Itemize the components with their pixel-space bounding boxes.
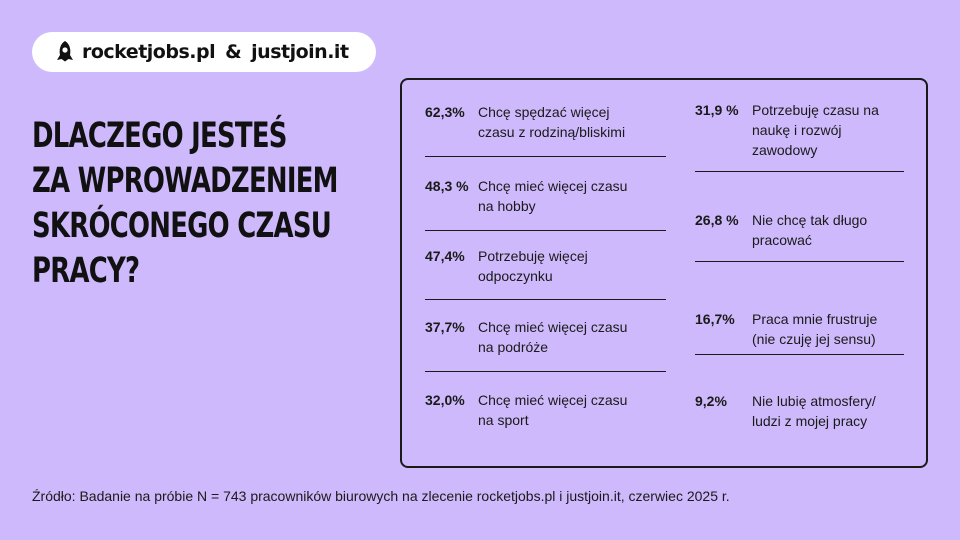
result-label: Potrzebuję więcej odpoczynku: [478, 246, 588, 286]
rocket-icon: [57, 41, 73, 62]
result-label-line: Potrzebuję czasu na: [752, 102, 879, 118]
divider: [695, 354, 904, 355]
title-line: PRACY?: [32, 251, 140, 291]
divider: [695, 261, 904, 262]
result-label: Nie chcę tak długo pracować: [752, 210, 867, 250]
result-item: 48,3 % Chcę mieć więcej czasu na hobby: [425, 176, 627, 216]
result-label: Chcę mieć więcej czasu na hobby: [478, 176, 627, 216]
result-item: 37,7% Chcę mieć więcej czasu na podróże: [425, 317, 627, 357]
result-percentage: 37,7%: [425, 319, 465, 335]
result-label-line: Potrzebuję więcej: [478, 248, 588, 264]
result-item: 47,4% Potrzebuję więcej odpoczynku: [425, 246, 588, 286]
result-label-line: Nie chcę tak długo: [752, 212, 868, 228]
brand-name-justjoin: justjoin.it: [251, 41, 349, 63]
divider: [425, 371, 666, 372]
result-item: 9,2% Nie lubię atmosfery/ludzi z mojej pr…: [695, 391, 876, 431]
result-percentage: 48,3 %: [425, 178, 469, 194]
result-label-line: Praca mnie frustruje: [752, 311, 878, 327]
result-label-line: Chcę spędzać więcej: [478, 104, 610, 120]
result-item: 32,0% Chcę mieć więcej czasu na sport: [425, 390, 627, 430]
result-percentage: 31,9 %: [695, 102, 739, 118]
result-label-line: odpoczynku: [478, 268, 553, 284]
result-label: Chcę spędzać więcej czasu z rodziną/blisk…: [478, 102, 625, 142]
result-label-line: naukę i rozwój: [752, 122, 842, 138]
result-label-line: Nie lubię atmosfery/: [752, 393, 876, 409]
source-note: Źródło: Badanie na próbie N = 743 pracow…: [32, 488, 730, 504]
result-percentage: 26,8 %: [695, 212, 739, 228]
result-label-line: czasu z rodziną/bliskimi: [478, 124, 626, 140]
result-label-line: zawodowy: [752, 142, 818, 158]
result-label-line: Chcę mieć więcej czasu: [478, 178, 628, 194]
results-panel: 62,3% Chcę spędzać więcej czasu z rodziną/…: [400, 78, 928, 468]
result-label-line: ludzi z mojej pracy: [752, 413, 868, 429]
result-percentage: 16,7%: [695, 311, 735, 327]
result-label: Chcę mieć więcej czasu na sport: [478, 390, 627, 430]
result-item: 62,3% Chcę spędzać więcej czasu z rodziną/…: [425, 102, 625, 142]
result-label-line: na hobby: [478, 198, 536, 214]
title-line: ZA WPROWADZENIEM: [32, 161, 338, 201]
brand-name-rocketjobs: rocketjobs.pl: [82, 41, 216, 63]
result-item: 16,7% Praca mnie frustruje (nie czuję jej …: [695, 309, 877, 349]
page-title: DLACZEGO JESTEŚ ZA WPROWADZENIEM SKRÓCON…: [32, 114, 338, 294]
divider: [425, 156, 666, 157]
result-percentage: 47,4%: [425, 248, 465, 264]
result-label: Potrzebuję czasu na naukę i rozwój zawodow…: [752, 100, 879, 160]
result-label-line: (nie czuję jej sensu): [752, 331, 876, 347]
divider: [425, 299, 666, 300]
result-label: Chcę mieć więcej czasu na podróże: [478, 317, 627, 357]
result-label-line: na podróże: [478, 339, 549, 355]
result-item: 31,9 % Potrzebuję czasu na naukę i rozwój z…: [695, 100, 879, 160]
divider: [695, 171, 904, 172]
divider: [425, 230, 666, 231]
result-label-line: Chcę mieć więcej czasu: [478, 392, 628, 408]
result-percentage: 9,2%: [695, 393, 727, 409]
result-label-line: Chcę mieć więcej czasu: [478, 319, 628, 335]
result-percentage: 32,0%: [425, 392, 465, 408]
result-item: 26,8 % Nie chcę tak długo pracować: [695, 210, 867, 250]
result-label-line: na sport: [478, 412, 529, 428]
brand-ampersand: &: [225, 41, 242, 63]
result-percentage: 62,3%: [425, 104, 465, 120]
result-label: Nie lubię atmosfery/ludzi z mojej pracy: [752, 391, 876, 431]
brand-logo: rocketjobs.pl & justjoin.it: [32, 32, 376, 72]
result-label: Praca mnie frustruje (nie czuję jej sensu…: [752, 309, 877, 349]
result-label-line: pracować: [752, 232, 812, 248]
title-line: SKRÓCONEGO CZASU: [32, 206, 332, 246]
title-line: DLACZEGO JESTEŚ: [32, 116, 287, 156]
